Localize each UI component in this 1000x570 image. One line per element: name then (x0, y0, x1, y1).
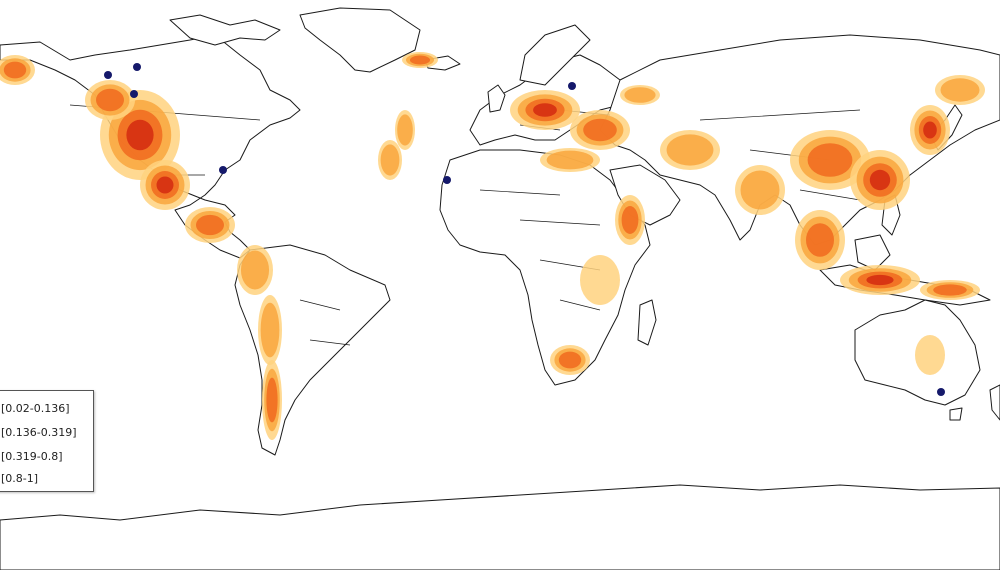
suitability-patch (624, 87, 656, 103)
occurrence-point (130, 90, 138, 98)
suitability-patch (940, 78, 980, 102)
antarctica-outline (0, 484, 1000, 570)
greenland-outline (299, 7, 421, 73)
suitability-patch (923, 121, 937, 139)
africa-outline (439, 149, 651, 386)
suitability-heat-layer (0, 52, 985, 440)
suitability-patch (933, 284, 967, 296)
legend-item-4: [0.8-1] (1, 467, 38, 489)
suitability-patch (156, 176, 174, 194)
occurrence-point (443, 176, 451, 184)
scandinavia-outline (519, 24, 591, 86)
suitability-patch (807, 143, 853, 177)
suitability-patch (583, 118, 617, 142)
suitability-patch (666, 134, 714, 166)
suitability-patch (580, 255, 620, 305)
suitability-patch (621, 206, 639, 234)
madagascar-outline (637, 299, 657, 346)
suitability-patch (869, 169, 891, 191)
suitability-patch (266, 377, 278, 423)
suitability-patch (126, 119, 154, 151)
legend-label-4: [0.8-1] (1, 471, 39, 485)
new-zealand-outline (989, 384, 1000, 421)
suitability-patch (96, 88, 124, 112)
tasmania-outline (949, 407, 963, 421)
legend-item-1: [0.02-0.136] (1, 397, 70, 419)
suitability-patch (260, 302, 280, 358)
occurrence-points (104, 63, 945, 396)
suitability-patch (397, 114, 413, 146)
suitability-patch (196, 214, 224, 236)
suitability-patch (806, 223, 834, 257)
suitability-patch (866, 274, 894, 286)
legend-item-2: [0.136-0.319] (1, 421, 77, 443)
suitability-patch (915, 335, 945, 375)
legend-item-3: [0.319-0.8] (1, 445, 63, 467)
legend-label-3: [0.319-0.8] (1, 449, 63, 463)
suitability-patch (533, 103, 557, 117)
occurrence-point (104, 71, 112, 79)
occurrence-point (219, 166, 227, 174)
legend-label-1: [0.02-0.136] (1, 401, 70, 415)
occurrence-point (568, 82, 576, 90)
suitability-patch (409, 55, 431, 65)
legend-label-2: [0.136-0.319] (1, 425, 77, 439)
arctic-islands-outline (169, 14, 281, 46)
suitability-patch (380, 144, 400, 176)
suitability-patch (740, 170, 780, 210)
suitability-patch (558, 351, 582, 369)
suitability-patch (546, 150, 594, 170)
british-isles-outline (487, 84, 506, 113)
suitability-patch (3, 61, 27, 79)
borneo-outline (854, 234, 891, 271)
occurrence-point (133, 63, 141, 71)
suitability-patch (240, 250, 270, 290)
occurrence-point (937, 388, 945, 396)
legend: [0.02-0.136] [0.136-0.319] [0.319-0.8] [… (0, 390, 94, 492)
